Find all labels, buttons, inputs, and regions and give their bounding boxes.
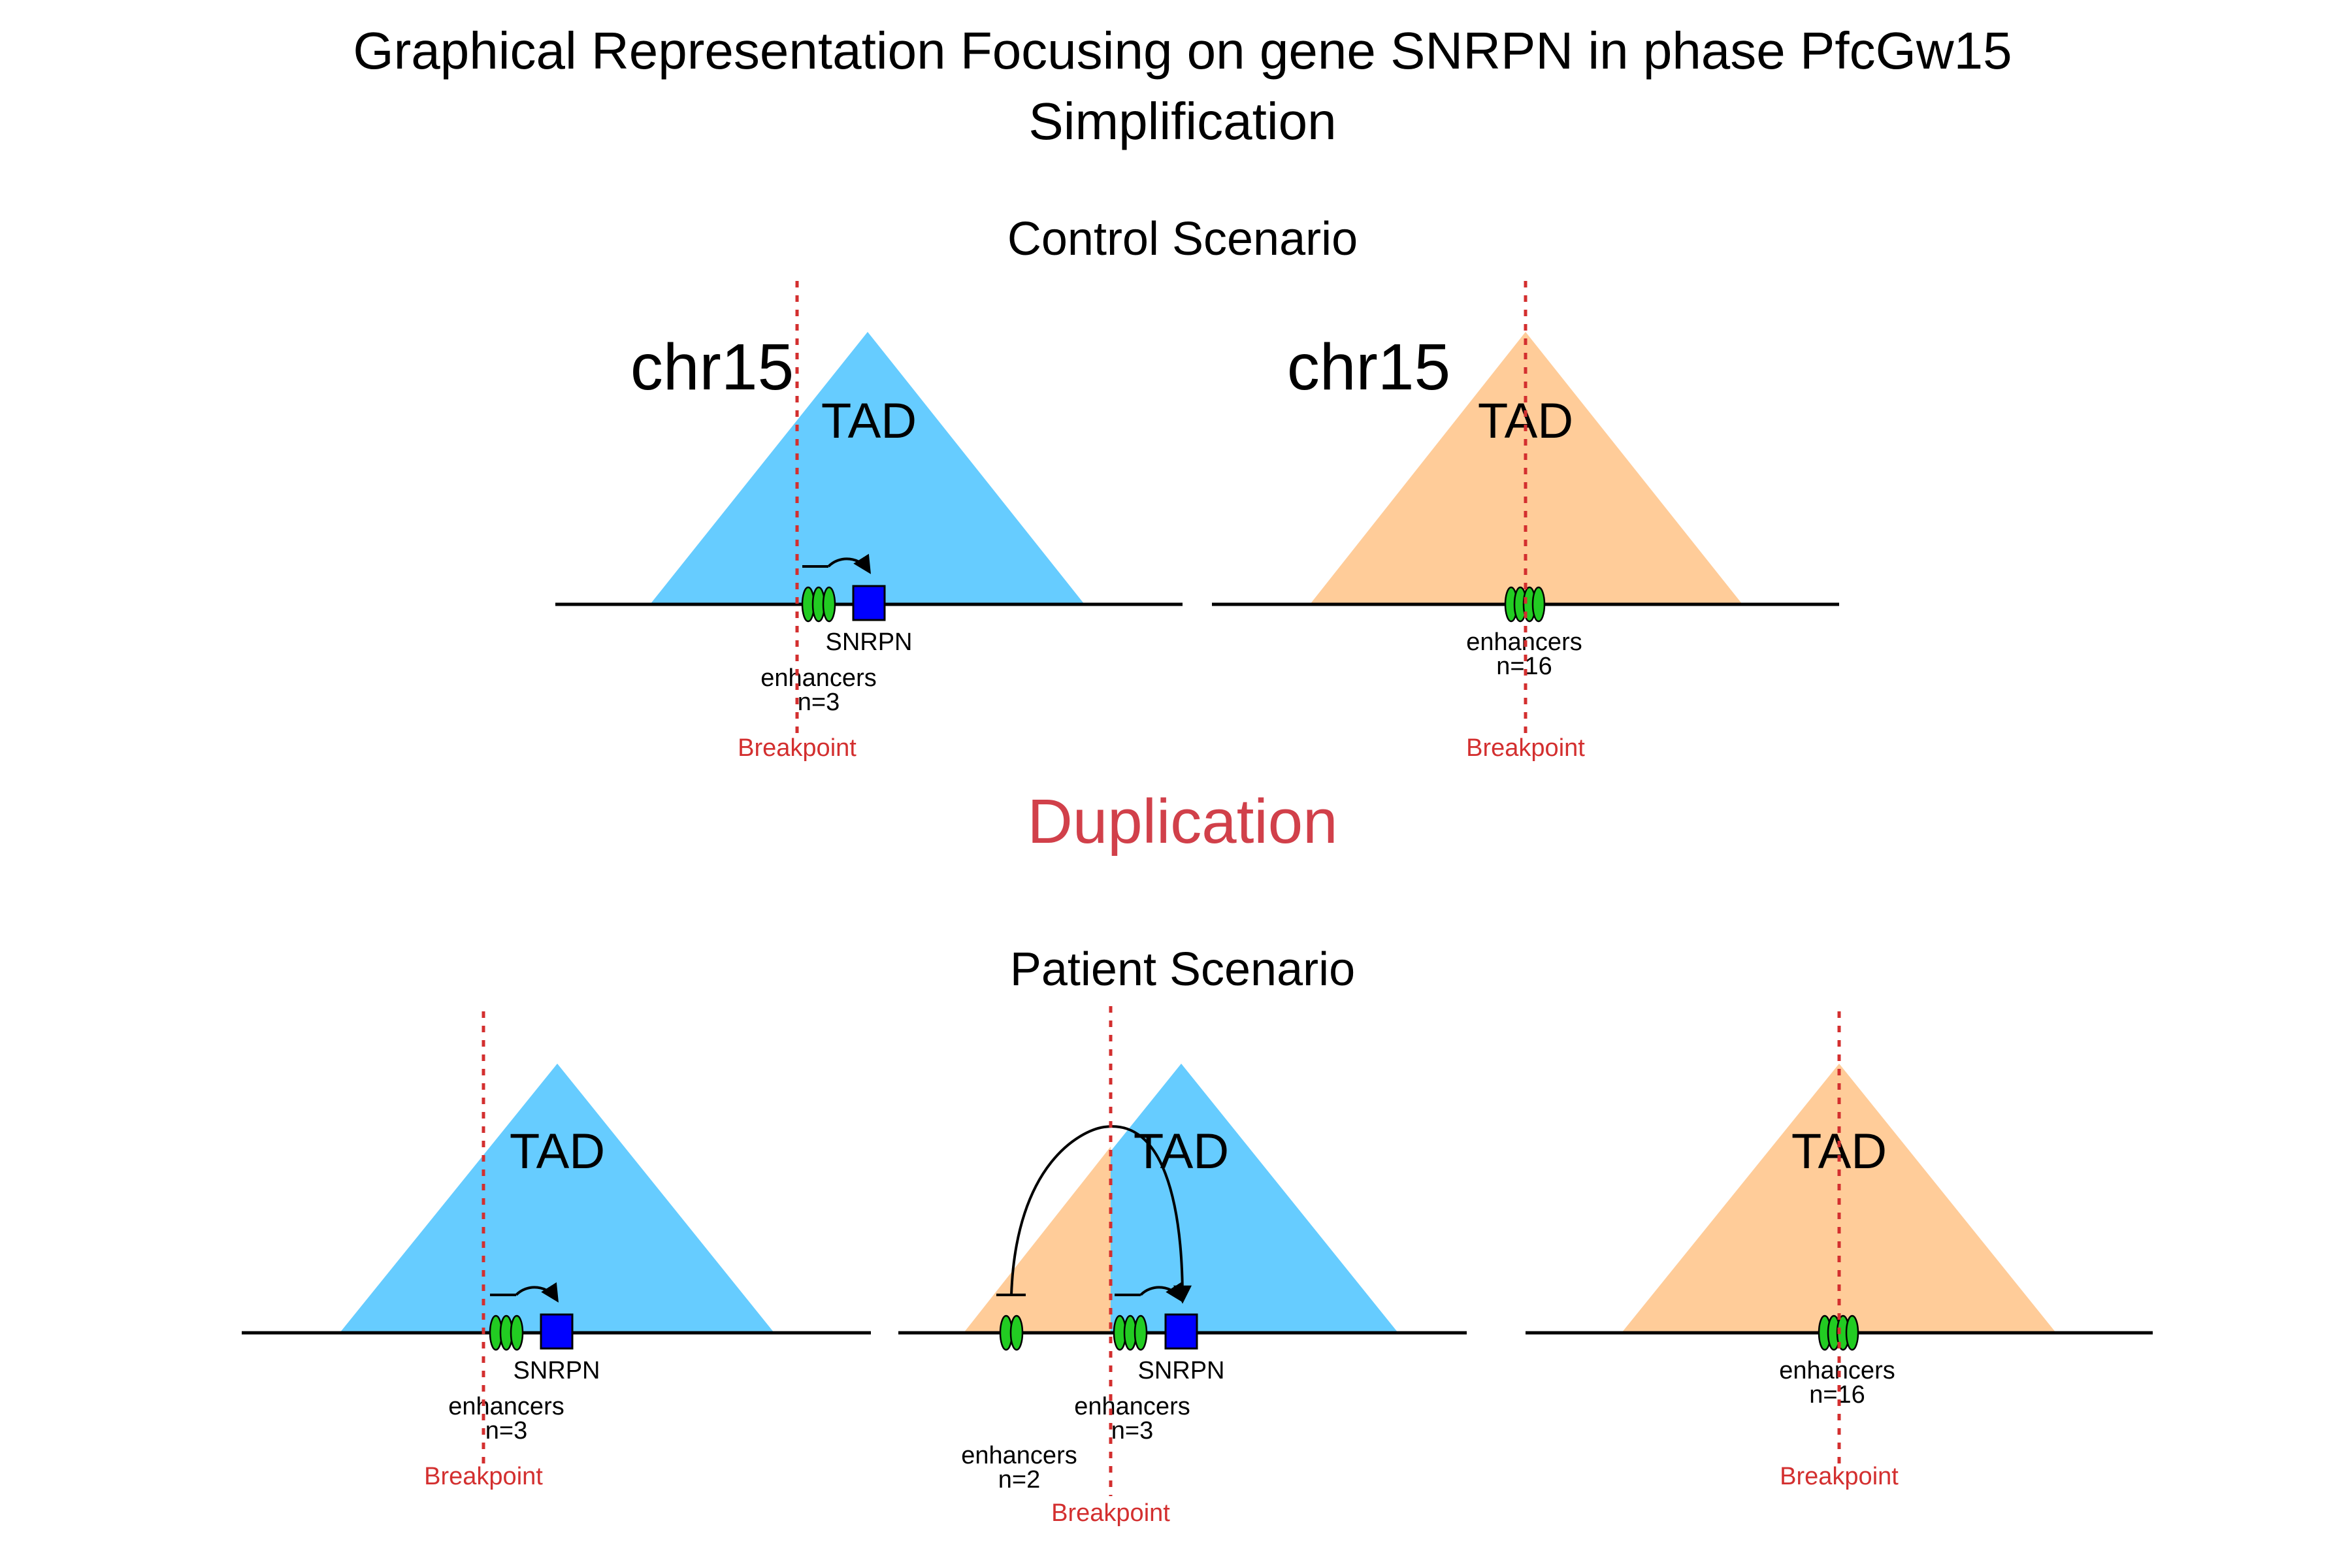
tad-triangle-blue (650, 332, 1085, 604)
breakpoint-label: Breakpoint (1051, 1499, 1170, 1527)
gene-label: SNRPN (1137, 1357, 1224, 1384)
tad-label: TAD (510, 1124, 605, 1179)
breakpoint-label: Breakpoint (1780, 1463, 1899, 1490)
enhancers-count: n=3 (798, 689, 840, 716)
promoter-arrow-icon (1115, 1282, 1183, 1303)
enhancer (1134, 1315, 1148, 1351)
enhancers-count: n=3 (485, 1417, 527, 1445)
chromosome-label: chr15 (1287, 331, 1450, 404)
control-panel-right: chr15 TAD enhancers n=16 Breakpoint (1212, 281, 1839, 762)
enhancer-cluster-orange (999, 1315, 1024, 1351)
enhancers-label: enhancers (1779, 1357, 1895, 1384)
gene-snrpn-box (852, 585, 886, 621)
enhancer (1845, 1315, 1859, 1351)
enhancer (510, 1315, 524, 1351)
enhancer-cluster (801, 586, 836, 623)
chromosome-label: chr15 (630, 331, 794, 404)
long-range-interaction-arrow-icon (996, 1125, 1192, 1304)
title-line-2: Simplification (1028, 92, 1336, 150)
enhancer-cluster (1818, 1315, 1859, 1351)
title-line-1: Graphical Representation Focusing on gen… (353, 22, 2012, 80)
enhancers-count: n=2 (998, 1466, 1040, 1494)
enhancers-label: enhancers (961, 1442, 1077, 1469)
tad-triangle-blue (340, 1064, 774, 1333)
enhancer-cluster (489, 1315, 524, 1351)
gene-label: SNRPN (513, 1357, 600, 1384)
control-scenario-heading: Control Scenario (1007, 213, 1358, 265)
enhancers-label: enhancers (1074, 1393, 1190, 1420)
tad-label: TAD (821, 393, 917, 449)
enhancers-label: enhancers (760, 664, 876, 692)
patient-panel-middle: TAD SNRPN enhancers n=3 enhancers n=2 Br… (898, 1006, 1467, 1527)
gene-label: SNRPN (825, 629, 912, 656)
control-panel-left: chr15 TAD SNRPN enhancers n=3 Breakpoint (555, 281, 1183, 762)
enhancers-count: n=3 (1111, 1417, 1153, 1445)
gene-snrpn-box (540, 1313, 574, 1350)
tad-triangle-blue-fragment (1111, 1064, 1398, 1333)
tad-triangle-orange-fragment (964, 1147, 1111, 1333)
enhancer-cluster-blue (1113, 1315, 1148, 1351)
promoter-arrow-icon (490, 1282, 559, 1303)
breakpoint-label: Breakpoint (738, 734, 857, 762)
breakpoint-label: Breakpoint (424, 1463, 543, 1490)
patient-panel-left: TAD SNRPN enhancers n=3 Breakpoint (242, 1011, 871, 1490)
enhancers-count: n=16 (1809, 1381, 1865, 1409)
gene-snrpn-box (1164, 1313, 1198, 1350)
patient-scenario-heading: Patient Scenario (1010, 943, 1355, 996)
breakpoint-label: Breakpoint (1466, 734, 1585, 762)
enhancer (1009, 1315, 1024, 1351)
tad-label: TAD (1134, 1124, 1229, 1179)
enhancer (822, 586, 836, 623)
duplication-label: Duplication (1028, 787, 1338, 857)
enhancer (1531, 586, 1546, 623)
patient-panel-right: TAD enhancers n=16 Breakpoint (1526, 1011, 2153, 1490)
enhancers-label: enhancers (448, 1393, 564, 1420)
promoter-arrow-icon (802, 553, 871, 574)
